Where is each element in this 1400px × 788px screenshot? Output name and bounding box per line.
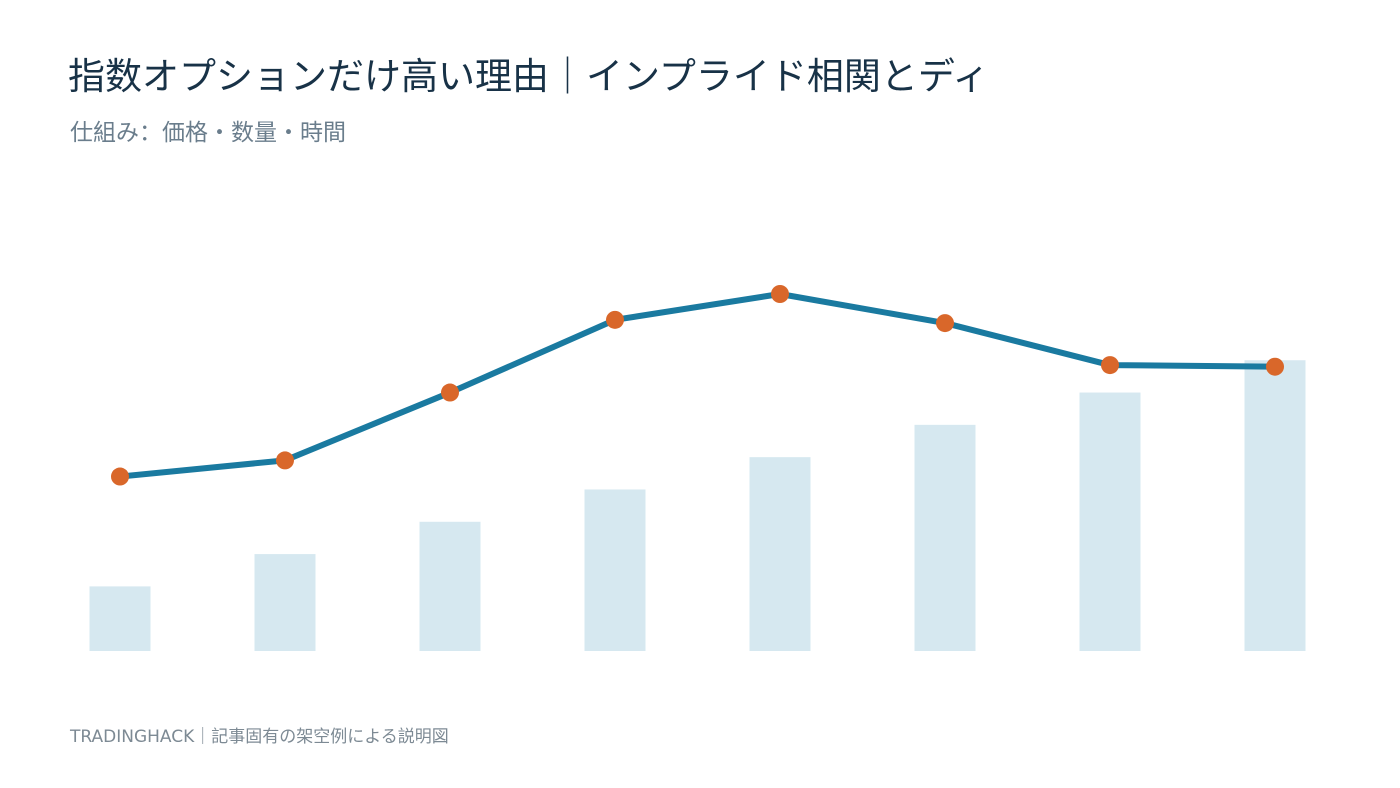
bar-3 <box>419 521 481 651</box>
chart-subtitle: 仕組み：価格・数量・時間 <box>70 120 346 146</box>
chart-title: 指数オプションだけ高い理由｜インプライド相関とディ <box>68 55 990 98</box>
line-point-4 <box>606 310 624 329</box>
bar-2 <box>254 554 316 651</box>
line-point-2 <box>276 451 294 470</box>
bar-5 <box>749 457 811 651</box>
line-point-6 <box>936 314 954 333</box>
footer-credit: TRADINGHACK｜記事固有の架空例による説明図 <box>70 727 449 747</box>
line-path <box>117 291 1278 480</box>
line-point-8 <box>1266 357 1284 376</box>
bar-8 <box>1244 360 1306 651</box>
line-series <box>117 291 1278 480</box>
bar-1 <box>89 586 151 651</box>
line-point-5 <box>771 285 789 303</box>
bar-7 <box>1079 392 1141 651</box>
bar-series <box>89 360 1306 651</box>
bar-6 <box>914 424 976 651</box>
line-point-7 <box>1101 356 1119 375</box>
bar-4 <box>584 489 646 651</box>
line-markers <box>111 285 1284 486</box>
line-point-3 <box>441 383 459 402</box>
line-point-1 <box>111 467 129 486</box>
